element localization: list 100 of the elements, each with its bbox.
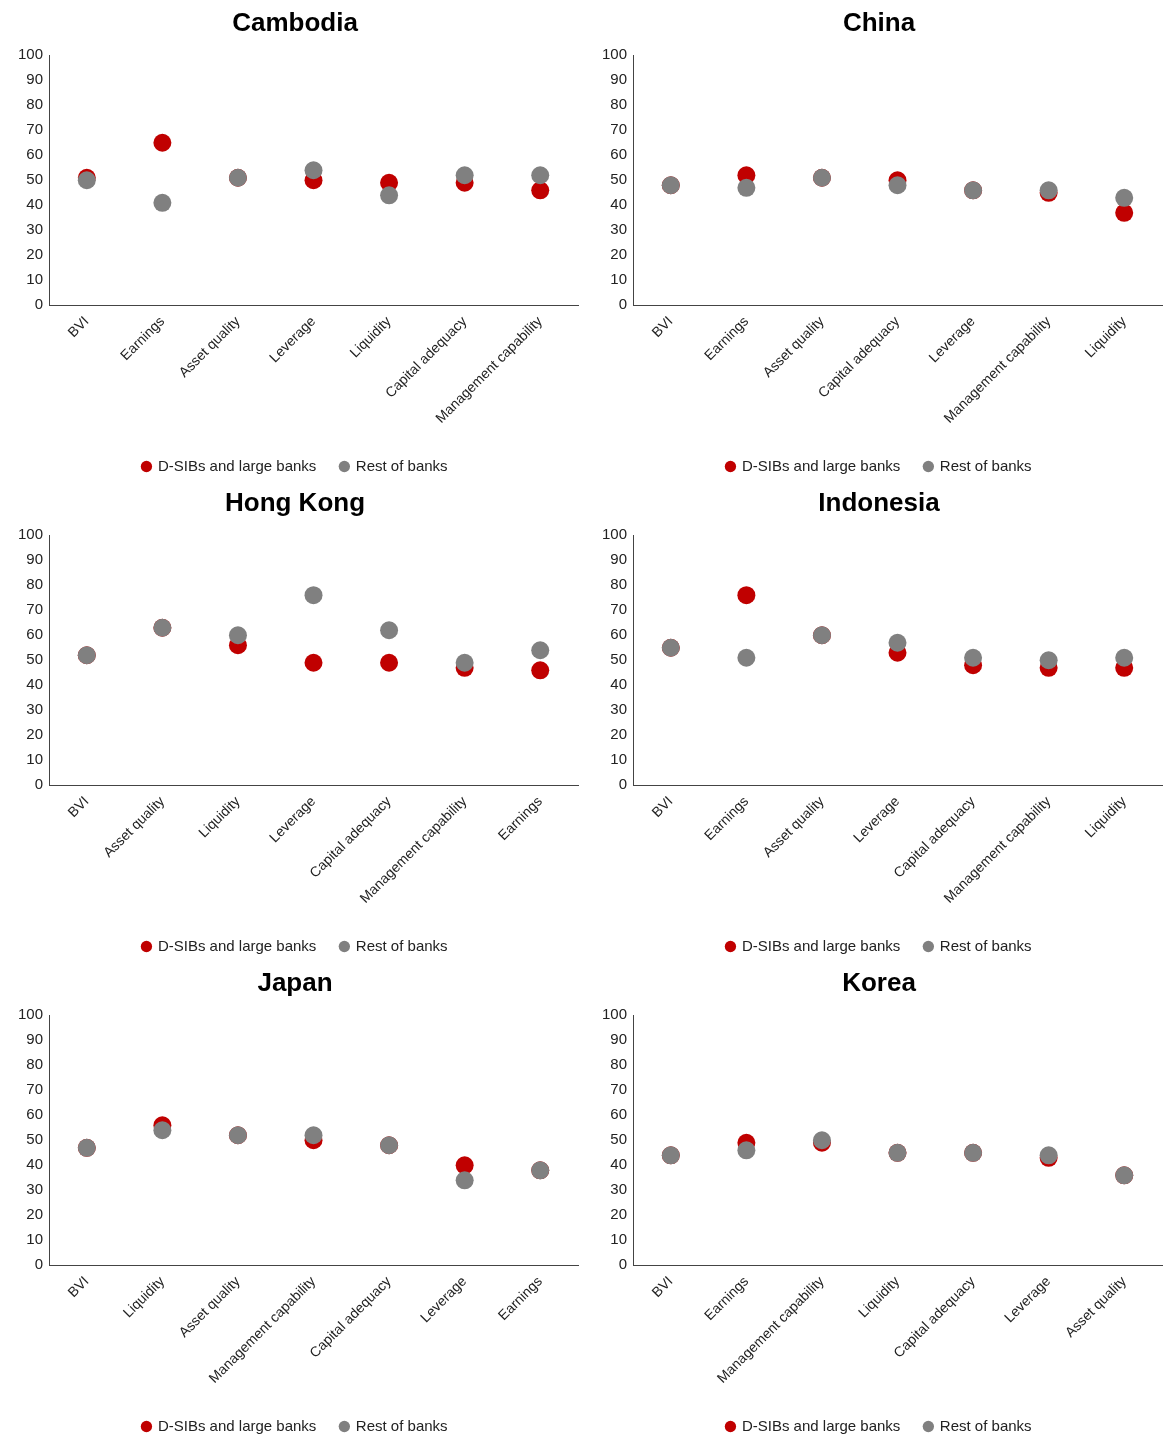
y-tick-label: 100 <box>18 45 44 63</box>
chart-title: Japan <box>257 966 333 997</box>
legend-label: D-SIBs and large banks <box>157 1416 317 1434</box>
point <box>737 648 756 667</box>
y-tick-label: 0 <box>618 295 628 313</box>
legend-label: D-SIBs and large banks <box>741 936 901 954</box>
point <box>304 586 323 605</box>
legend-label: D-SIBs and large banks <box>741 1416 901 1434</box>
y-tick-label: 50 <box>26 650 44 668</box>
y-tick-label: 10 <box>26 270 44 288</box>
y-tick-label: 0 <box>34 775 44 793</box>
y-tick-label: 60 <box>610 145 628 163</box>
y-tick-label: 100 <box>18 525 44 543</box>
y-tick-label: 90 <box>610 70 628 88</box>
y-tick-label: 100 <box>602 525 628 543</box>
y-tick-label: 60 <box>26 1105 44 1123</box>
x-tick-label: BVI <box>648 1272 676 1301</box>
y-tick-label: 10 <box>610 750 628 768</box>
point <box>1039 651 1058 670</box>
y-tick-label: 30 <box>26 700 44 718</box>
y-tick-label: 70 <box>610 600 628 618</box>
y-tick-label: 30 <box>26 220 44 238</box>
point <box>304 653 323 672</box>
chart-title: China <box>842 6 916 37</box>
y-tick-label: 50 <box>26 1130 44 1148</box>
y-tick-label: 30 <box>26 1180 44 1198</box>
y-tick-label: 70 <box>26 1080 44 1098</box>
point <box>964 648 983 667</box>
y-tick-label: 20 <box>26 1205 44 1223</box>
y-tick-label: 70 <box>26 120 44 138</box>
point <box>153 193 172 212</box>
point <box>888 633 907 652</box>
point <box>455 166 474 185</box>
point <box>380 621 399 640</box>
legend-label: Rest of banks <box>355 456 448 474</box>
legend-label: D-SIBs and large banks <box>157 456 317 474</box>
point <box>304 161 323 180</box>
y-tick-label: 80 <box>610 95 628 113</box>
legend-label: D-SIBs and large banks <box>741 456 901 474</box>
y-tick-label: 30 <box>610 1180 628 1198</box>
x-tick-label: BVI <box>64 312 92 341</box>
chart-title: Cambodia <box>232 6 359 37</box>
y-tick-label: 70 <box>26 600 44 618</box>
point <box>380 186 399 205</box>
y-tick-label: 20 <box>610 245 628 263</box>
y-tick-label: 60 <box>610 1105 628 1123</box>
point <box>531 641 550 660</box>
x-tick-label: BVI <box>64 1272 92 1301</box>
point <box>531 181 550 200</box>
point <box>1115 648 1134 667</box>
y-tick-label: 70 <box>610 1080 628 1098</box>
point <box>1115 188 1134 207</box>
point <box>455 653 474 672</box>
y-tick-label: 90 <box>610 1030 628 1048</box>
y-tick-label: 60 <box>610 625 628 643</box>
y-tick-label: 90 <box>26 1030 44 1048</box>
y-tick-label: 50 <box>610 650 628 668</box>
y-tick-label: 40 <box>610 1155 628 1173</box>
point <box>455 1171 474 1190</box>
x-tick-label: BVI <box>648 312 676 341</box>
legend-label: Rest of banks <box>939 1416 1032 1434</box>
point <box>531 661 550 680</box>
y-tick-label: 10 <box>610 1230 628 1248</box>
x-tick-label: BVI <box>64 792 92 821</box>
y-tick-label: 100 <box>602 1005 628 1023</box>
y-tick-label: 0 <box>34 1255 44 1273</box>
x-tick-label: BVI <box>648 792 676 821</box>
legend-label: Rest of banks <box>939 456 1032 474</box>
y-tick-label: 100 <box>602 45 628 63</box>
y-tick-label: 50 <box>610 170 628 188</box>
y-tick-label: 50 <box>26 170 44 188</box>
y-tick-label: 80 <box>26 575 44 593</box>
point <box>737 586 756 605</box>
chart-title: Indonesia <box>818 486 941 517</box>
point <box>455 1156 474 1175</box>
y-tick-label: 0 <box>618 775 628 793</box>
chart-title: Hong Kong <box>224 486 366 517</box>
point <box>153 1121 172 1140</box>
y-tick-label: 20 <box>610 1205 628 1223</box>
point <box>1115 203 1134 222</box>
y-tick-label: 90 <box>610 550 628 568</box>
legend-label: D-SIBs and large banks <box>157 936 317 954</box>
chart-title: Korea <box>842 966 917 997</box>
y-tick-label: 50 <box>610 1130 628 1148</box>
y-tick-label: 100 <box>18 1005 44 1023</box>
y-tick-label: 20 <box>26 725 44 743</box>
y-tick-label: 40 <box>610 675 628 693</box>
y-tick-label: 80 <box>26 95 44 113</box>
legend-label: Rest of banks <box>355 1416 448 1434</box>
y-tick-label: 20 <box>610 725 628 743</box>
y-tick-label: 20 <box>26 245 44 263</box>
y-tick-label: 80 <box>610 1055 628 1073</box>
point <box>228 626 247 645</box>
point <box>531 166 550 185</box>
y-tick-label: 40 <box>26 1155 44 1173</box>
y-tick-label: 90 <box>26 550 44 568</box>
y-tick-label: 10 <box>26 1230 44 1248</box>
point <box>888 176 907 195</box>
y-tick-label: 10 <box>26 750 44 768</box>
y-tick-label: 70 <box>610 120 628 138</box>
